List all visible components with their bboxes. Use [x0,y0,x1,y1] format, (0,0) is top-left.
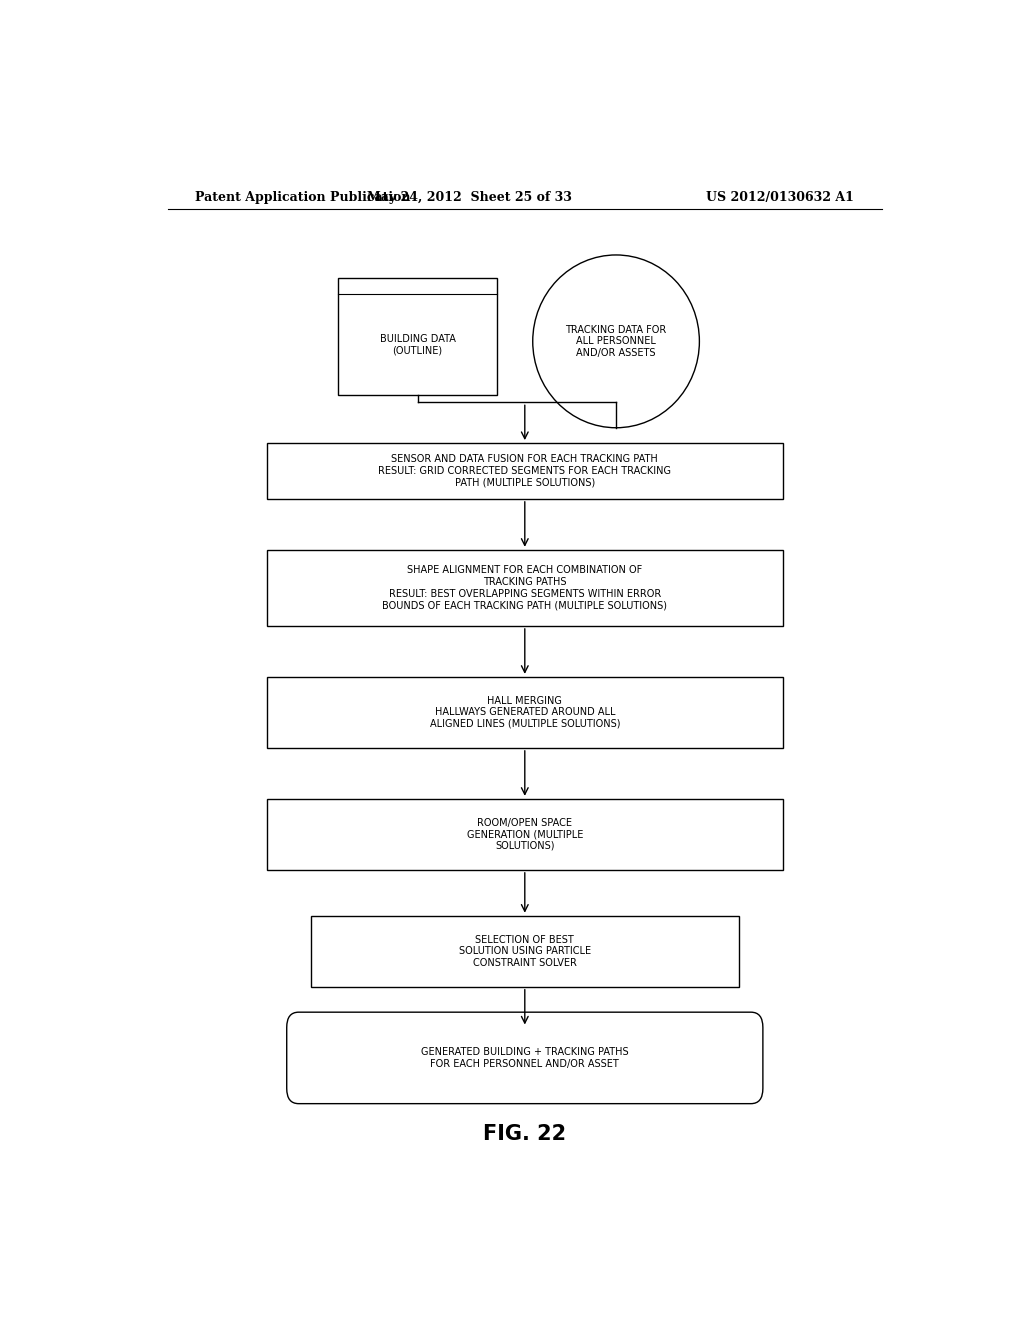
Text: GENERATED BUILDING + TRACKING PATHS
FOR EACH PERSONNEL AND/OR ASSET: GENERATED BUILDING + TRACKING PATHS FOR … [421,1047,629,1069]
FancyBboxPatch shape [267,677,782,748]
FancyBboxPatch shape [267,549,782,626]
FancyBboxPatch shape [267,799,782,870]
Text: US 2012/0130632 A1: US 2012/0130632 A1 [707,190,854,203]
FancyBboxPatch shape [287,1012,763,1104]
Text: TRACKING DATA FOR
ALL PERSONNEL
AND/OR ASSETS: TRACKING DATA FOR ALL PERSONNEL AND/OR A… [565,325,667,358]
Text: SHAPE ALIGNMENT FOR EACH COMBINATION OF
TRACKING PATHS
RESULT: BEST OVERLAPPING : SHAPE ALIGNMENT FOR EACH COMBINATION OF … [382,565,668,610]
Text: May 24, 2012  Sheet 25 of 33: May 24, 2012 Sheet 25 of 33 [367,190,571,203]
Text: SENSOR AND DATA FUSION FOR EACH TRACKING PATH
RESULT: GRID CORRECTED SEGMENTS FO: SENSOR AND DATA FUSION FOR EACH TRACKING… [378,454,672,487]
FancyBboxPatch shape [267,444,782,499]
Text: FIG. 22: FIG. 22 [483,1125,566,1144]
Text: Patent Application Publication: Patent Application Publication [196,190,411,203]
Text: SELECTION OF BEST
SOLUTION USING PARTICLE
CONSTRAINT SOLVER: SELECTION OF BEST SOLUTION USING PARTICL… [459,935,591,968]
Text: BUILDING DATA
(OUTLINE): BUILDING DATA (OUTLINE) [380,334,456,355]
FancyBboxPatch shape [310,916,739,987]
Text: HALL MERGING
HALLWAYS GENERATED AROUND ALL
ALIGNED LINES (MULTIPLE SOLUTIONS): HALL MERGING HALLWAYS GENERATED AROUND A… [429,696,621,729]
FancyBboxPatch shape [338,277,497,395]
Ellipse shape [532,255,699,428]
Text: ROOM/OPEN SPACE
GENERATION (MULTIPLE
SOLUTIONS): ROOM/OPEN SPACE GENERATION (MULTIPLE SOL… [467,817,583,851]
